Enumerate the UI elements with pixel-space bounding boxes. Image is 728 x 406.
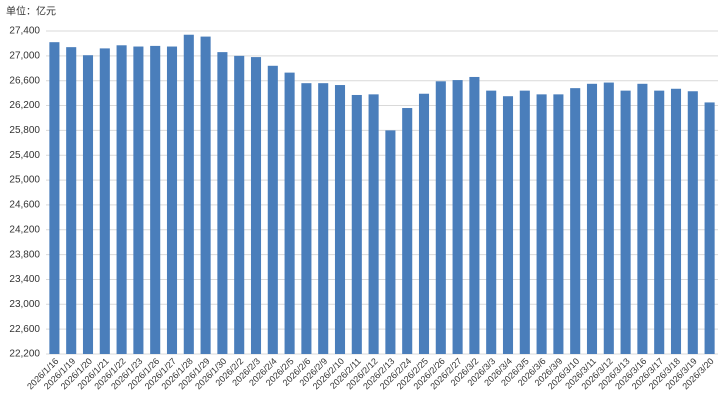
bar [536,94,547,354]
bar [200,36,211,354]
bar [502,96,514,354]
bar [654,90,665,354]
y-tick-label: 22,600 [9,324,40,335]
bar [637,83,648,354]
bar [133,46,144,355]
bar [301,83,312,354]
bar [603,82,614,354]
bar [351,94,362,354]
bar [82,55,94,354]
bar [99,48,110,355]
y-tick-label: 23,800 [9,249,40,260]
unit-label: 单位：亿元 [6,5,56,18]
bar [267,65,278,355]
y-tick-label: 23,000 [9,299,40,310]
y-tick-label: 24,600 [9,200,40,211]
bar [486,90,497,354]
bar [385,130,396,354]
bar [620,90,631,354]
bar [284,72,295,354]
bar [166,46,178,355]
bar [368,94,379,354]
bar [586,83,598,354]
y-tick-label: 26,200 [9,100,40,111]
bar [250,57,262,354]
bar [334,85,346,355]
bar [435,81,446,354]
bar [66,47,77,355]
bar [183,34,194,354]
y-tick-label: 25,800 [9,125,40,136]
bar [318,83,329,354]
bar [49,42,60,354]
y-tick-label: 25,000 [9,175,40,186]
bar [553,94,564,354]
bar [570,88,581,355]
bar [687,91,698,354]
y-tick-label: 26,600 [9,75,40,86]
bar [418,93,430,354]
bar [150,45,161,355]
bar [217,52,228,354]
bar [670,88,682,355]
bar [116,45,127,355]
bar [234,55,245,354]
y-tick-label: 25,400 [9,150,40,161]
bar [704,102,715,354]
y-tick-label: 24,200 [9,224,40,235]
bar [452,80,463,354]
y-tick-label: 23,400 [9,274,40,285]
bar [519,90,530,354]
bar [469,76,480,354]
y-tick-label: 27,400 [9,26,40,37]
y-tick-label: 22,200 [9,349,40,360]
bar [402,108,413,355]
y-tick-label: 27,000 [9,50,40,61]
